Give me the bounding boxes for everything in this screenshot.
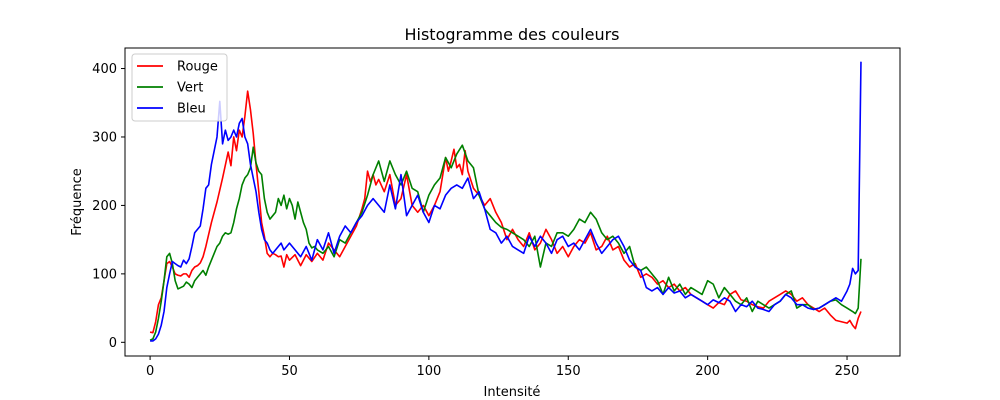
x-tick-label: 50 — [281, 364, 298, 379]
series-lines — [149, 61, 862, 342]
x-tick-label: 250 — [835, 364, 860, 379]
y-tick-label: 400 — [92, 62, 117, 77]
x-tick-label: 200 — [695, 364, 720, 379]
x-tick-label: 150 — [556, 364, 581, 379]
series-line-bleu — [150, 61, 862, 342]
x-tick-label: 0 — [146, 364, 154, 379]
plot-frame — [124, 47, 901, 357]
x-axis-ticks: 0 50 100 150 200 250 — [146, 356, 859, 379]
legend-box — [131, 53, 228, 122]
y-axis-ticks: 0 100 200 300 400 — [92, 62, 125, 351]
y-tick-label: 100 — [92, 267, 117, 282]
legend-label-vert: Vert — [177, 81, 203, 96]
legend-label-rouge: Rouge — [177, 60, 218, 75]
plot-area: 0 50 100 150 200 250 0 100 200 300 400 — [92, 47, 901, 379]
series-line-rouge — [149, 90, 862, 334]
legend-label-bleu: Bleu — [177, 102, 206, 117]
x-tick-label: 100 — [416, 364, 441, 379]
legend: Rouge Vert Bleu — [131, 53, 228, 122]
series-line-vert — [149, 144, 862, 341]
y-tick-label: 300 — [92, 130, 117, 145]
x-axis-label: Intensité — [484, 385, 541, 400]
chart-title: Histogramme des couleurs — [404, 25, 619, 44]
y-tick-label: 200 — [92, 199, 117, 214]
y-tick-label: 0 — [109, 336, 117, 351]
y-axis-label: Fréquence — [70, 168, 85, 235]
